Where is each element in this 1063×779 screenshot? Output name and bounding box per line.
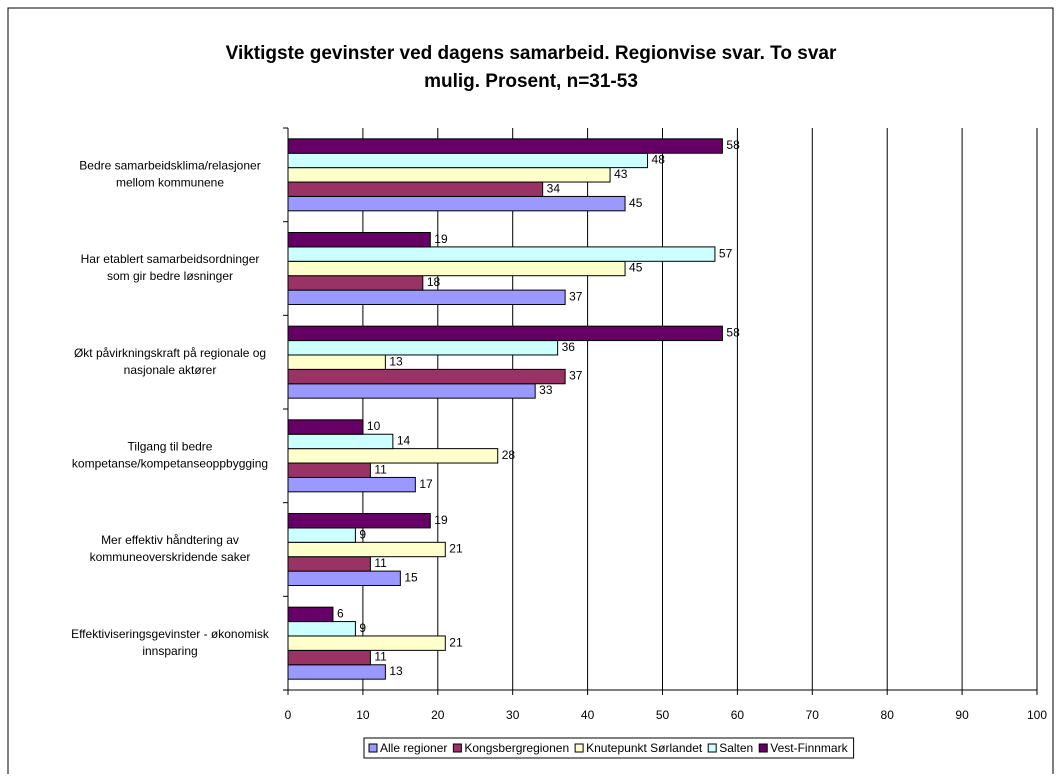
value-label: 13 <box>389 664 403 678</box>
value-label: 18 <box>427 275 441 289</box>
x-tick-label: 30 <box>506 708 520 722</box>
value-label: 9 <box>359 527 366 541</box>
bar <box>287 527 356 543</box>
value-label: 33 <box>539 383 553 397</box>
y-tick-label: kommuneoverskridende saker <box>90 550 251 564</box>
value-label: 11 <box>374 650 387 664</box>
y-tick-label: Effektiviseringsgevinster - økonomisk <box>71 627 270 641</box>
value-label: 11 <box>374 556 387 570</box>
y-tick-label: Økt påvirkningskraft på regionale og <box>74 346 266 360</box>
value-label: 11 <box>374 462 387 476</box>
value-label: 6 <box>337 607 344 621</box>
chart-title: mulig. Prosent, n=31-53 <box>424 71 638 92</box>
bar <box>287 152 649 169</box>
bar <box>287 289 566 306</box>
bar <box>287 664 386 680</box>
bar <box>287 606 334 623</box>
value-label: 21 <box>449 635 463 649</box>
bar <box>287 556 371 572</box>
x-tick-label: 50 <box>656 708 670 722</box>
legend-label: Alle regioner <box>380 741 447 755</box>
x-tick-label: 90 <box>955 708 969 722</box>
value-label: 57 <box>719 246 733 260</box>
legend-label: Vest-Finnmark <box>770 741 848 755</box>
x-tick-label: 20 <box>431 708 445 722</box>
y-tick-label: kompetanse/kompetanseoppbygging <box>72 457 268 471</box>
bar <box>287 167 611 183</box>
value-label: 48 <box>652 153 666 167</box>
chart-border <box>7 7 1054 774</box>
value-label: 37 <box>569 289 583 303</box>
value-label: 15 <box>404 570 418 584</box>
value-label: 34 <box>547 181 561 195</box>
bar <box>287 570 401 586</box>
bar <box>287 232 431 248</box>
value-label: 13 <box>389 354 403 368</box>
legend-box <box>363 737 855 759</box>
bar <box>287 325 723 342</box>
bar <box>287 635 446 651</box>
legend-swatch <box>368 743 378 753</box>
value-label: 9 <box>359 621 366 635</box>
value-label: 10 <box>367 419 381 433</box>
bar <box>287 340 559 356</box>
bar <box>287 275 424 291</box>
bar <box>287 383 536 399</box>
bar <box>287 246 716 262</box>
bar <box>287 195 626 212</box>
value-label: 45 <box>629 261 643 275</box>
value-label: 37 <box>569 369 583 383</box>
legend-swatch <box>707 743 717 753</box>
legend-label: Kongsbergregionen <box>464 741 569 755</box>
x-tick-label: 0 <box>285 708 292 722</box>
x-tick-label: 70 <box>806 708 820 722</box>
bar <box>287 260 626 277</box>
value-label: 45 <box>629 196 643 210</box>
value-label: 14 <box>397 434 411 448</box>
y-tick-label: innsparing <box>142 644 197 658</box>
legend-label: Knutepunkt Sørlandet <box>586 741 703 755</box>
value-label: 58 <box>726 138 740 152</box>
chart-title: Viktigste gevinster ved dagens samarbeid… <box>226 43 837 64</box>
bar <box>287 354 386 370</box>
bar <box>287 448 499 464</box>
legend-swatch <box>758 743 768 753</box>
value-label: 19 <box>434 232 448 246</box>
bar <box>287 138 723 154</box>
x-tick-label: 10 <box>356 708 370 722</box>
value-label: 19 <box>434 513 448 527</box>
x-tick-label: 60 <box>731 708 745 722</box>
value-label: 36 <box>562 340 576 354</box>
y-tick-label: Har etablert samarbeidsordninger <box>81 252 260 266</box>
bar <box>287 419 364 435</box>
value-label: 17 <box>419 477 433 491</box>
x-tick-label: 100 <box>1027 708 1047 722</box>
bar <box>287 513 431 529</box>
value-label: 28 <box>502 448 516 462</box>
y-tick-label: Tilgang til bedre <box>128 440 213 454</box>
y-tick-label: Mer effektiv håndtering av <box>101 533 239 547</box>
bar <box>287 462 371 478</box>
value-label: 43 <box>614 167 628 181</box>
bar <box>287 368 566 385</box>
bar <box>287 649 371 666</box>
y-tick-label: mellom kommunene <box>116 176 224 190</box>
legend-label: Salten <box>719 741 753 755</box>
y-tick-label: nasjonale aktører <box>124 363 217 377</box>
legend-swatch <box>574 743 584 753</box>
y-tick-label: Bedre samarbeidsklima/relasjoner <box>79 159 260 173</box>
value-label: 58 <box>726 326 740 340</box>
bar <box>287 476 416 493</box>
value-label: 21 <box>449 542 463 556</box>
legend-swatch <box>452 743 462 753</box>
y-tick-label: som gir bedre løsninger <box>107 269 233 283</box>
bar <box>287 541 446 558</box>
bar <box>287 621 356 637</box>
bar <box>287 433 394 450</box>
bar <box>287 181 544 197</box>
x-tick-label: 40 <box>581 708 595 722</box>
x-tick-label: 80 <box>881 708 895 722</box>
